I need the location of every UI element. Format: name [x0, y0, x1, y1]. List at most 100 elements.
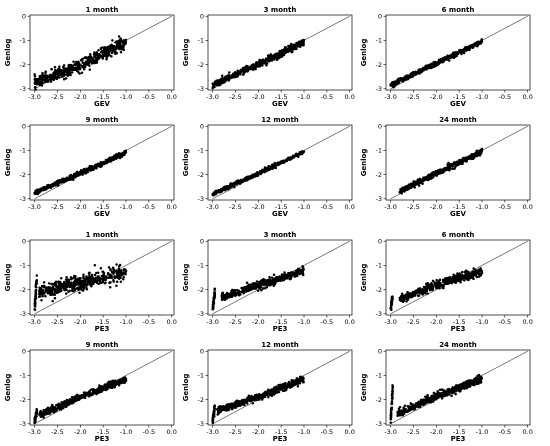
scatter-point — [89, 169, 92, 172]
scatter-point — [439, 57, 443, 61]
panel-title: 9 month — [86, 341, 119, 349]
x-tick-label: -1.5 — [453, 93, 466, 101]
scatter-point — [436, 169, 439, 173]
scatter-point — [211, 303, 215, 307]
scatter-point — [58, 65, 61, 68]
scatter-point — [87, 276, 90, 279]
scatter-point — [416, 178, 420, 181]
scatter-point — [288, 277, 292, 281]
x-tick-label: -0.5 — [143, 203, 156, 211]
scatter-point — [390, 300, 394, 304]
scatter-point — [115, 280, 119, 283]
scatter-point — [429, 177, 432, 181]
scatter-point — [109, 273, 112, 277]
y-tick-label: -2 — [20, 61, 26, 69]
scatter-point — [247, 283, 250, 286]
scatter-point — [37, 292, 41, 296]
y-tick-label: -3 — [198, 195, 204, 203]
scatter-point — [404, 186, 407, 190]
x-tick-label: -3.0 — [384, 203, 397, 211]
x-axis-label: GEV — [94, 210, 111, 218]
scatter-point — [77, 66, 81, 70]
scatter-point — [240, 70, 243, 73]
y-tick-label: -1 — [376, 262, 382, 270]
scatter-point — [88, 52, 92, 56]
x-tick-label: -3.0 — [28, 318, 41, 326]
scatter-point — [33, 82, 37, 86]
scatter-points — [389, 38, 484, 89]
scatter-point — [51, 282, 55, 286]
scatter-point — [42, 281, 46, 284]
scatter-point — [70, 175, 74, 178]
scatter-point — [431, 63, 435, 67]
scatter-point — [477, 272, 480, 275]
scatter-point — [445, 56, 448, 60]
scatter-point — [245, 66, 248, 70]
y-tick-label: -3 — [20, 310, 26, 318]
scatter-point — [403, 297, 406, 301]
scatter-point — [122, 268, 126, 272]
scatter-point — [101, 55, 105, 58]
scatter-point — [113, 46, 116, 49]
scatter-point — [263, 286, 267, 290]
scatter-point — [273, 56, 277, 60]
scatter-point — [213, 290, 216, 294]
scatter-point — [220, 74, 224, 78]
x-tick-label: -1.0 — [120, 318, 133, 326]
scatter-point — [242, 70, 246, 74]
scatter-point — [270, 276, 274, 279]
scatter-point — [416, 294, 420, 297]
scatter-point — [292, 155, 295, 158]
scatter-point — [265, 169, 268, 173]
scatter-point — [471, 43, 475, 47]
scatter-point — [41, 81, 44, 85]
x-tick-label: -2.5 — [407, 93, 420, 101]
scatter-point — [95, 280, 99, 284]
scatter-point — [472, 267, 475, 270]
scatter-point — [34, 297, 37, 301]
scatter-panel: 24 month-3.0 -2.5 -2.0 -1.5 -1.0 -0.5 0.00-1-2… — [360, 116, 533, 218]
scatter-point — [261, 281, 264, 285]
y-tick-label: -2 — [376, 171, 382, 179]
scatter-point — [115, 284, 118, 288]
scatter-point — [402, 186, 405, 189]
scatter-point — [285, 275, 289, 278]
scatter-point — [421, 288, 424, 291]
scatter-panel: 1 month-3.0 -2.5 -2.0 -1.5 -1.0 -0.5 0.00-1-2-… — [4, 231, 177, 333]
scatter-point — [275, 58, 279, 62]
scatter-point — [272, 273, 276, 276]
scatter-point — [89, 167, 93, 170]
scatter-panel: 3 month-3.0 -2.5 -2.0 -1.5 -1.0 -0.5 0.00-1-2-… — [182, 231, 355, 333]
scatter-point — [33, 77, 37, 81]
scatter-point — [46, 184, 50, 188]
scatter-point — [59, 73, 62, 77]
scatter-point — [97, 49, 100, 52]
scatter-point — [258, 170, 262, 174]
scatter-point — [302, 40, 305, 43]
scatter-point — [263, 61, 267, 64]
scatter-point — [59, 69, 62, 72]
scatter-point — [227, 185, 230, 188]
scatter-point — [294, 43, 298, 46]
scatter-point — [109, 267, 112, 271]
scatter-point — [122, 42, 125, 46]
scatter-point — [479, 273, 483, 277]
scatter-point — [475, 43, 478, 46]
scatter-point — [429, 284, 432, 287]
panel-title: 1 month — [86, 231, 119, 239]
scatter-point — [79, 286, 83, 289]
scatter-point — [116, 154, 120, 157]
y-tick-label: -1 — [20, 147, 26, 155]
x-tick-label: -3.0 — [384, 318, 397, 326]
scatter-point — [90, 165, 94, 168]
scatter-point — [454, 163, 458, 166]
scatter-point — [433, 172, 436, 175]
x-tick-label: -2.0 — [252, 93, 265, 101]
x-tick-label: -3.0 — [206, 318, 219, 326]
scatter-point — [69, 71, 73, 74]
scatter-point — [448, 169, 451, 172]
scatter-point — [300, 43, 304, 47]
scatter-point — [221, 188, 225, 192]
scatter-point — [57, 280, 61, 284]
scatter-point — [119, 276, 122, 279]
